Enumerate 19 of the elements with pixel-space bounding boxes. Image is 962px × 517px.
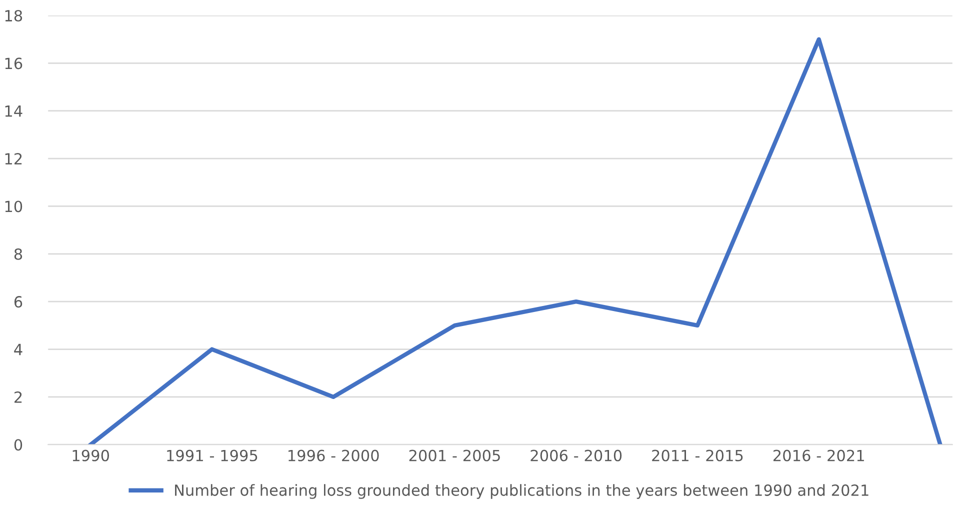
x-tick-label: 1996 - 2000 (288, 450, 379, 462)
x-tick-label: 1990 (72, 450, 110, 462)
y-tick-label: 18 (5, 10, 22, 22)
y-tick-label: 6 (14, 296, 22, 308)
x-tick-label: 2016 - 2021 (773, 450, 864, 462)
x-tick-label: 2001 - 2005 (409, 450, 500, 462)
y-tick-label: 14 (5, 106, 22, 117)
x-tick-label: 2011 - 2015 (652, 450, 743, 462)
y-tick-label: 4 (14, 344, 22, 356)
y-tick-label: 2 (14, 391, 22, 403)
y-tick-label: 8 (14, 248, 22, 260)
x-tick-label: 1991 - 1995 (167, 450, 258, 462)
legend-label: Number of hearing loss grounded theory publications in the years between 1990 and 2021 (175, 484, 868, 499)
y-tick-label: 12 (5, 153, 22, 164)
y-tick-label: 0 (14, 439, 22, 451)
x-tick-label: 2006 - 2010 (530, 450, 622, 462)
line-series (88, 37, 942, 445)
y-tick-label: 10 (5, 200, 22, 212)
y-tick-label: 16 (5, 58, 22, 70)
